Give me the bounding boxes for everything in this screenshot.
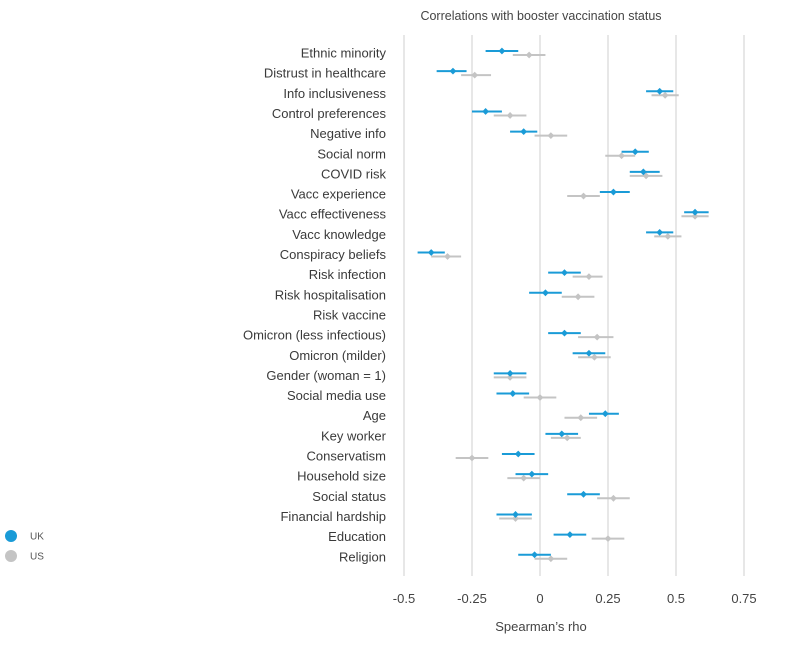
uk-point xyxy=(482,108,489,115)
uk-point xyxy=(506,370,514,377)
uk-legend-marker xyxy=(5,530,17,542)
us-point xyxy=(661,91,669,99)
category-label: Social media use xyxy=(287,388,386,403)
category-label: Financial hardship xyxy=(280,509,386,524)
category-label: Age xyxy=(363,408,386,423)
uk-point xyxy=(585,349,593,357)
uk-point xyxy=(558,430,566,438)
category-label: Risk hospitalisation xyxy=(275,287,386,302)
us-point xyxy=(593,333,601,341)
category-label: Education xyxy=(328,529,386,544)
x-tick-label: 0.5 xyxy=(667,591,685,606)
legend: UK US xyxy=(5,530,44,563)
us-legend-label: US xyxy=(30,552,44,563)
uk-point xyxy=(512,511,519,518)
category-label: Religion xyxy=(339,549,386,564)
us-point xyxy=(444,253,451,260)
us-point xyxy=(585,273,593,281)
data-marks xyxy=(417,47,709,563)
uk-point xyxy=(542,289,549,297)
uk-legend-label: UK xyxy=(30,532,44,543)
category-label: Info inclusiveness xyxy=(283,86,386,101)
us-point xyxy=(468,454,476,462)
category-label: Vacc knowledge xyxy=(292,227,386,242)
uk-point xyxy=(691,208,699,216)
us-point xyxy=(610,494,617,502)
uk-point xyxy=(520,128,528,135)
uk-point xyxy=(561,269,568,277)
category-label: Key worker xyxy=(321,428,387,443)
uk-point xyxy=(610,188,617,196)
us-point xyxy=(618,152,625,160)
us-point xyxy=(580,192,587,200)
uk-point xyxy=(427,249,435,256)
uk-point xyxy=(531,551,538,559)
us-legend-marker xyxy=(5,550,17,562)
category-label: Risk vaccine xyxy=(313,307,386,322)
uk-point xyxy=(656,228,664,236)
x-tick-label: 0 xyxy=(536,591,543,606)
category-label: Control preferences xyxy=(272,106,387,121)
x-tick-labels: -0.5 -0.25 0 0.25 0.5 0.75 xyxy=(393,591,757,606)
us-point xyxy=(604,535,612,542)
x-tick-label: -0.5 xyxy=(393,591,415,606)
uk-point xyxy=(566,531,574,538)
category-label: Negative info xyxy=(310,126,386,141)
category-labels: Ethnic minority Distrust in healthcare Inf… xyxy=(243,46,387,565)
category-label: Vacc experience xyxy=(291,187,386,202)
us-point xyxy=(574,293,582,301)
category-label: Social norm xyxy=(317,146,386,161)
x-tick-label: 0.25 xyxy=(595,591,620,606)
category-label: Risk infection xyxy=(309,267,386,282)
category-label: Social status xyxy=(312,489,386,504)
uk-point xyxy=(656,87,664,95)
x-axis-label: Spearman’s rho xyxy=(495,619,587,634)
us-point xyxy=(547,132,555,139)
us-point xyxy=(525,51,533,59)
uk-point xyxy=(601,410,609,418)
category-label: Gender (woman = 1) xyxy=(266,368,386,383)
uk-point xyxy=(561,329,568,337)
uk-point xyxy=(514,450,522,458)
uk-point xyxy=(449,67,457,75)
category-label: COVID risk xyxy=(321,166,387,181)
uk-point xyxy=(631,148,639,156)
us-point xyxy=(471,71,479,79)
category-label: Vacc effectiveness xyxy=(279,207,387,222)
us-point xyxy=(547,555,555,563)
us-point xyxy=(506,374,514,381)
us-point xyxy=(512,515,519,522)
us-point xyxy=(506,112,514,119)
category-label: Ethnic minority xyxy=(301,46,387,61)
gridlines xyxy=(403,35,745,576)
us-point xyxy=(691,212,699,220)
category-label: Conservatism xyxy=(307,449,386,464)
uk-point xyxy=(509,390,517,397)
us-point xyxy=(563,434,571,442)
category-label: Distrust in healthcare xyxy=(264,66,386,81)
us-point xyxy=(520,474,528,482)
category-label: Omicron (milder) xyxy=(289,348,386,363)
uk-point xyxy=(528,470,536,478)
x-tick-label: 0.75 xyxy=(731,591,756,606)
chart-title: Correlations with booster vaccination st… xyxy=(420,9,661,23)
us-point xyxy=(591,353,598,361)
us-point xyxy=(664,232,672,240)
category-label: Conspiracy beliefs xyxy=(280,247,387,262)
x-tick-label: -0.25 xyxy=(457,591,487,606)
uk-point xyxy=(580,490,587,498)
category-label: Household size xyxy=(297,469,386,484)
uk-point xyxy=(639,168,647,176)
us-point xyxy=(577,414,585,422)
uk-point xyxy=(498,47,506,55)
us-point xyxy=(536,394,544,401)
category-label: Omicron (less infectious) xyxy=(243,328,386,343)
